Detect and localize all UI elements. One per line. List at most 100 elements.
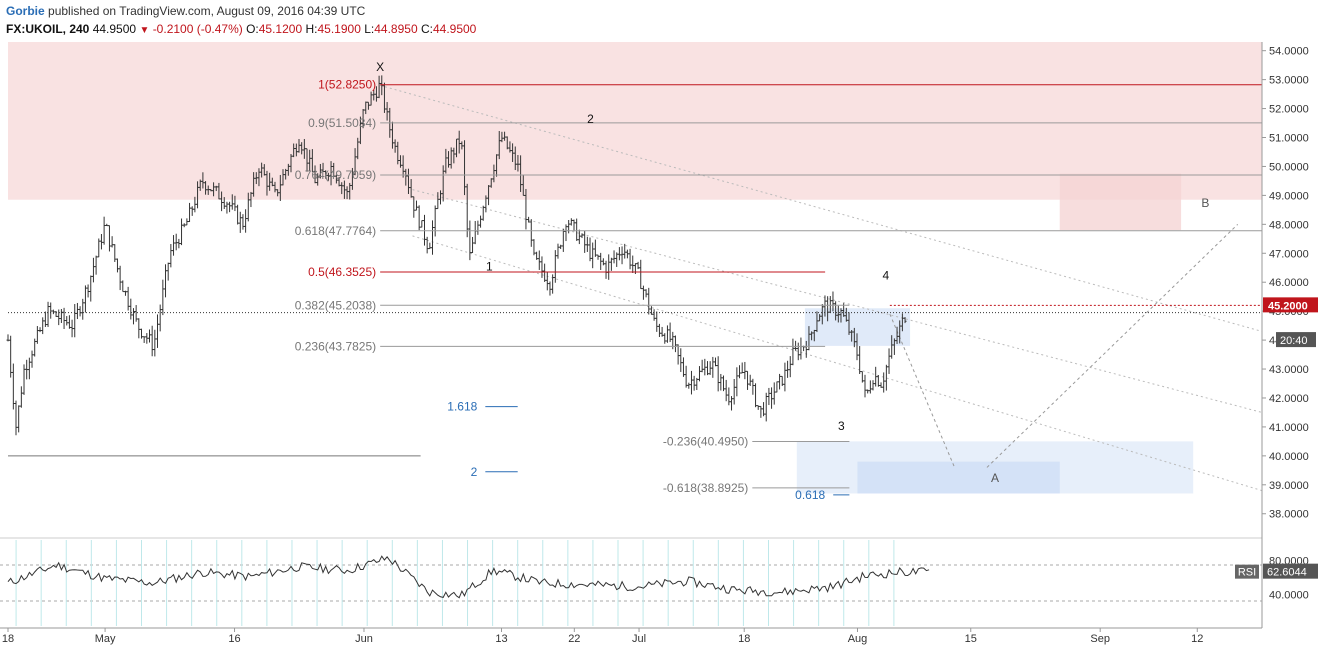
price-bar xyxy=(647,287,651,315)
price-bar xyxy=(17,405,21,433)
price-bar xyxy=(652,309,656,321)
close-value: 44.9500 xyxy=(432,22,477,36)
price-bar xyxy=(700,359,704,373)
price-bar xyxy=(591,242,595,269)
price-bar xyxy=(676,344,680,365)
price-bar xyxy=(567,220,571,234)
price-bar xyxy=(673,335,677,353)
price-bar xyxy=(110,236,114,248)
price-bar xyxy=(121,280,125,293)
price-bar xyxy=(51,309,55,315)
price-bar xyxy=(668,322,672,343)
time-tick-label: Sep xyxy=(1090,633,1110,645)
symbol-label[interactable]: FX:UKOIL, 240 xyxy=(6,22,90,36)
wave-label: 4 xyxy=(882,268,889,282)
price-bar xyxy=(884,364,888,391)
time-tick-label: 16 xyxy=(228,633,240,645)
price-bar xyxy=(655,311,659,332)
price-tick-label: 53.0000 xyxy=(1269,75,1309,87)
price-bar xyxy=(593,239,597,257)
price-bar xyxy=(118,265,122,291)
price-bar xyxy=(746,370,750,390)
price-bar xyxy=(161,279,165,316)
price-bar xyxy=(131,308,135,325)
fib-level-label: -0.618(38.8925) xyxy=(663,481,748,495)
price-bar xyxy=(19,386,23,408)
close-label: C: xyxy=(420,22,433,36)
price-bar xyxy=(719,373,723,391)
a-target-inner-zone xyxy=(857,461,1060,494)
price-bar xyxy=(537,250,541,270)
fib-level-label: -0.236(40.4950) xyxy=(663,435,748,449)
price-bar xyxy=(11,363,15,410)
time-tick-label: Aug xyxy=(848,633,868,645)
open-value: 45.1200 xyxy=(258,22,303,36)
price-bar xyxy=(433,205,437,237)
price-bar xyxy=(569,218,573,226)
price-bar xyxy=(481,205,485,221)
price-bar xyxy=(126,286,130,311)
price-bar xyxy=(137,318,141,339)
price-tick-label: 47.0000 xyxy=(1269,248,1309,260)
price-bar xyxy=(38,327,42,333)
low-label: L: xyxy=(364,22,375,36)
price-bar xyxy=(780,375,784,387)
price-bar xyxy=(62,307,66,330)
price-bar xyxy=(479,215,483,228)
wave-label: 2 xyxy=(587,112,594,126)
price-bar xyxy=(681,357,685,377)
price-bar xyxy=(94,255,98,275)
price-bar xyxy=(123,290,127,296)
price-bar xyxy=(631,255,635,274)
price-bar xyxy=(756,405,760,410)
price-bar xyxy=(663,333,667,344)
price-bar xyxy=(860,371,864,383)
low-value: 44.8950 xyxy=(374,22,418,36)
price-bar xyxy=(244,209,248,233)
price-bar xyxy=(425,236,429,254)
wave-label: X xyxy=(376,60,384,74)
price-bar xyxy=(49,302,53,319)
price-bar xyxy=(561,228,565,252)
price-bar xyxy=(30,350,34,368)
price-bar xyxy=(134,305,138,322)
price-bar xyxy=(882,372,886,393)
price-bar xyxy=(75,302,79,320)
price-bar xyxy=(748,374,752,387)
fib-level-label: 0.618(47.7764) xyxy=(295,224,376,238)
price-tick-label: 54.0000 xyxy=(1269,46,1309,58)
price-bar xyxy=(185,218,189,226)
time-tick-label: 12 xyxy=(1191,633,1203,645)
last-price: 44.9500 xyxy=(92,22,137,36)
rsi-name-label: RSI xyxy=(1238,567,1256,579)
price-bar xyxy=(543,263,547,282)
price-bar xyxy=(625,249,629,259)
last-price-badge xyxy=(1263,297,1318,313)
price-bar xyxy=(730,396,734,411)
rsi-name-badge xyxy=(1235,564,1259,579)
price-bar xyxy=(46,301,50,327)
price-bar xyxy=(139,328,143,339)
price-bar xyxy=(770,387,774,409)
price-bar xyxy=(692,375,696,391)
price-bar xyxy=(556,243,560,259)
time-tick-label: Jun xyxy=(355,633,373,645)
price-bar xyxy=(876,375,880,387)
price-bar xyxy=(713,357,717,367)
author-name[interactable]: Gorbie xyxy=(6,4,45,18)
price-bar xyxy=(751,378,755,395)
price-bar xyxy=(665,325,669,343)
down-arrow-icon: ▼ xyxy=(139,25,150,36)
price-bar xyxy=(724,379,728,402)
price-bar xyxy=(799,337,803,360)
price-bar xyxy=(70,319,74,338)
price-bar xyxy=(97,238,101,258)
price-bar xyxy=(759,405,763,418)
projection-level-label: 2 xyxy=(471,465,478,479)
price-bar xyxy=(695,377,699,390)
price-bar xyxy=(158,304,162,332)
price-bar xyxy=(612,250,616,264)
zones-layer xyxy=(8,42,1262,494)
price-bar xyxy=(78,306,82,317)
